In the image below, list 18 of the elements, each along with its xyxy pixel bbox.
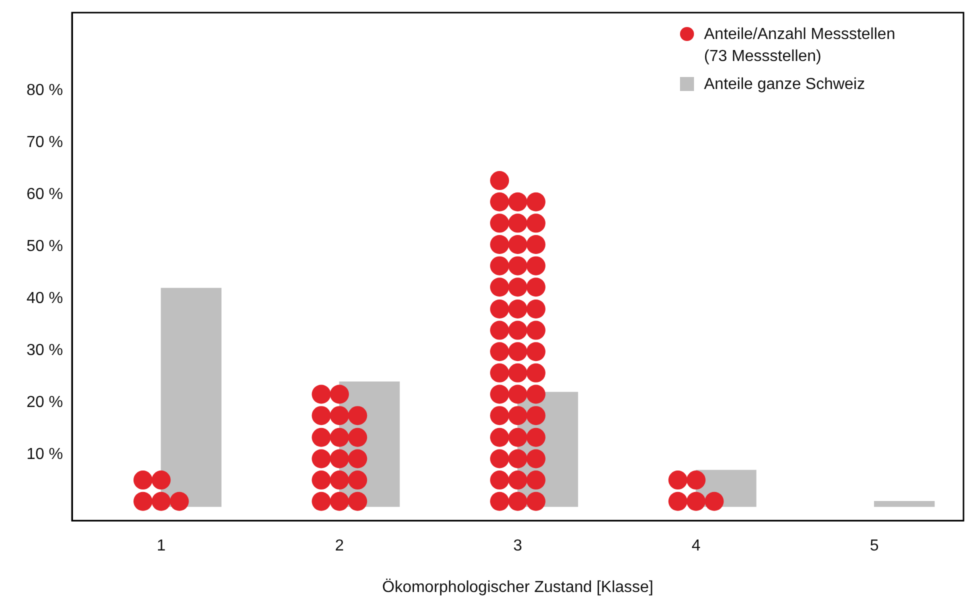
y-tick-label: 70 % bbox=[26, 134, 63, 151]
y-tick-label: 20 % bbox=[26, 394, 63, 411]
y-tick-label: 30 % bbox=[26, 342, 63, 359]
y-tick-label: 50 % bbox=[26, 238, 63, 255]
y-tick-label: 80 % bbox=[26, 82, 63, 99]
bar bbox=[874, 501, 935, 507]
x-tick-label: 2 bbox=[334, 538, 344, 555]
x-axis-title: Ökomorphologischer Zustand [Klasse] bbox=[382, 578, 654, 596]
x-tick-label: 1 bbox=[156, 538, 166, 555]
y-tick-label: 10 % bbox=[26, 446, 63, 463]
x-tick-label: 5 bbox=[870, 538, 879, 555]
legend-label: Anteile ganze Schweiz bbox=[704, 75, 865, 95]
legend-label: Anteile/Anzahl Messstellen (73 Messstellen) bbox=[704, 25, 896, 67]
x-tick-label: 4 bbox=[692, 538, 701, 555]
bar bbox=[160, 288, 222, 507]
y-tick-label: 40 % bbox=[26, 290, 63, 307]
x-tick-label: 3 bbox=[513, 538, 522, 555]
y-tick-label: 60 % bbox=[26, 186, 63, 203]
